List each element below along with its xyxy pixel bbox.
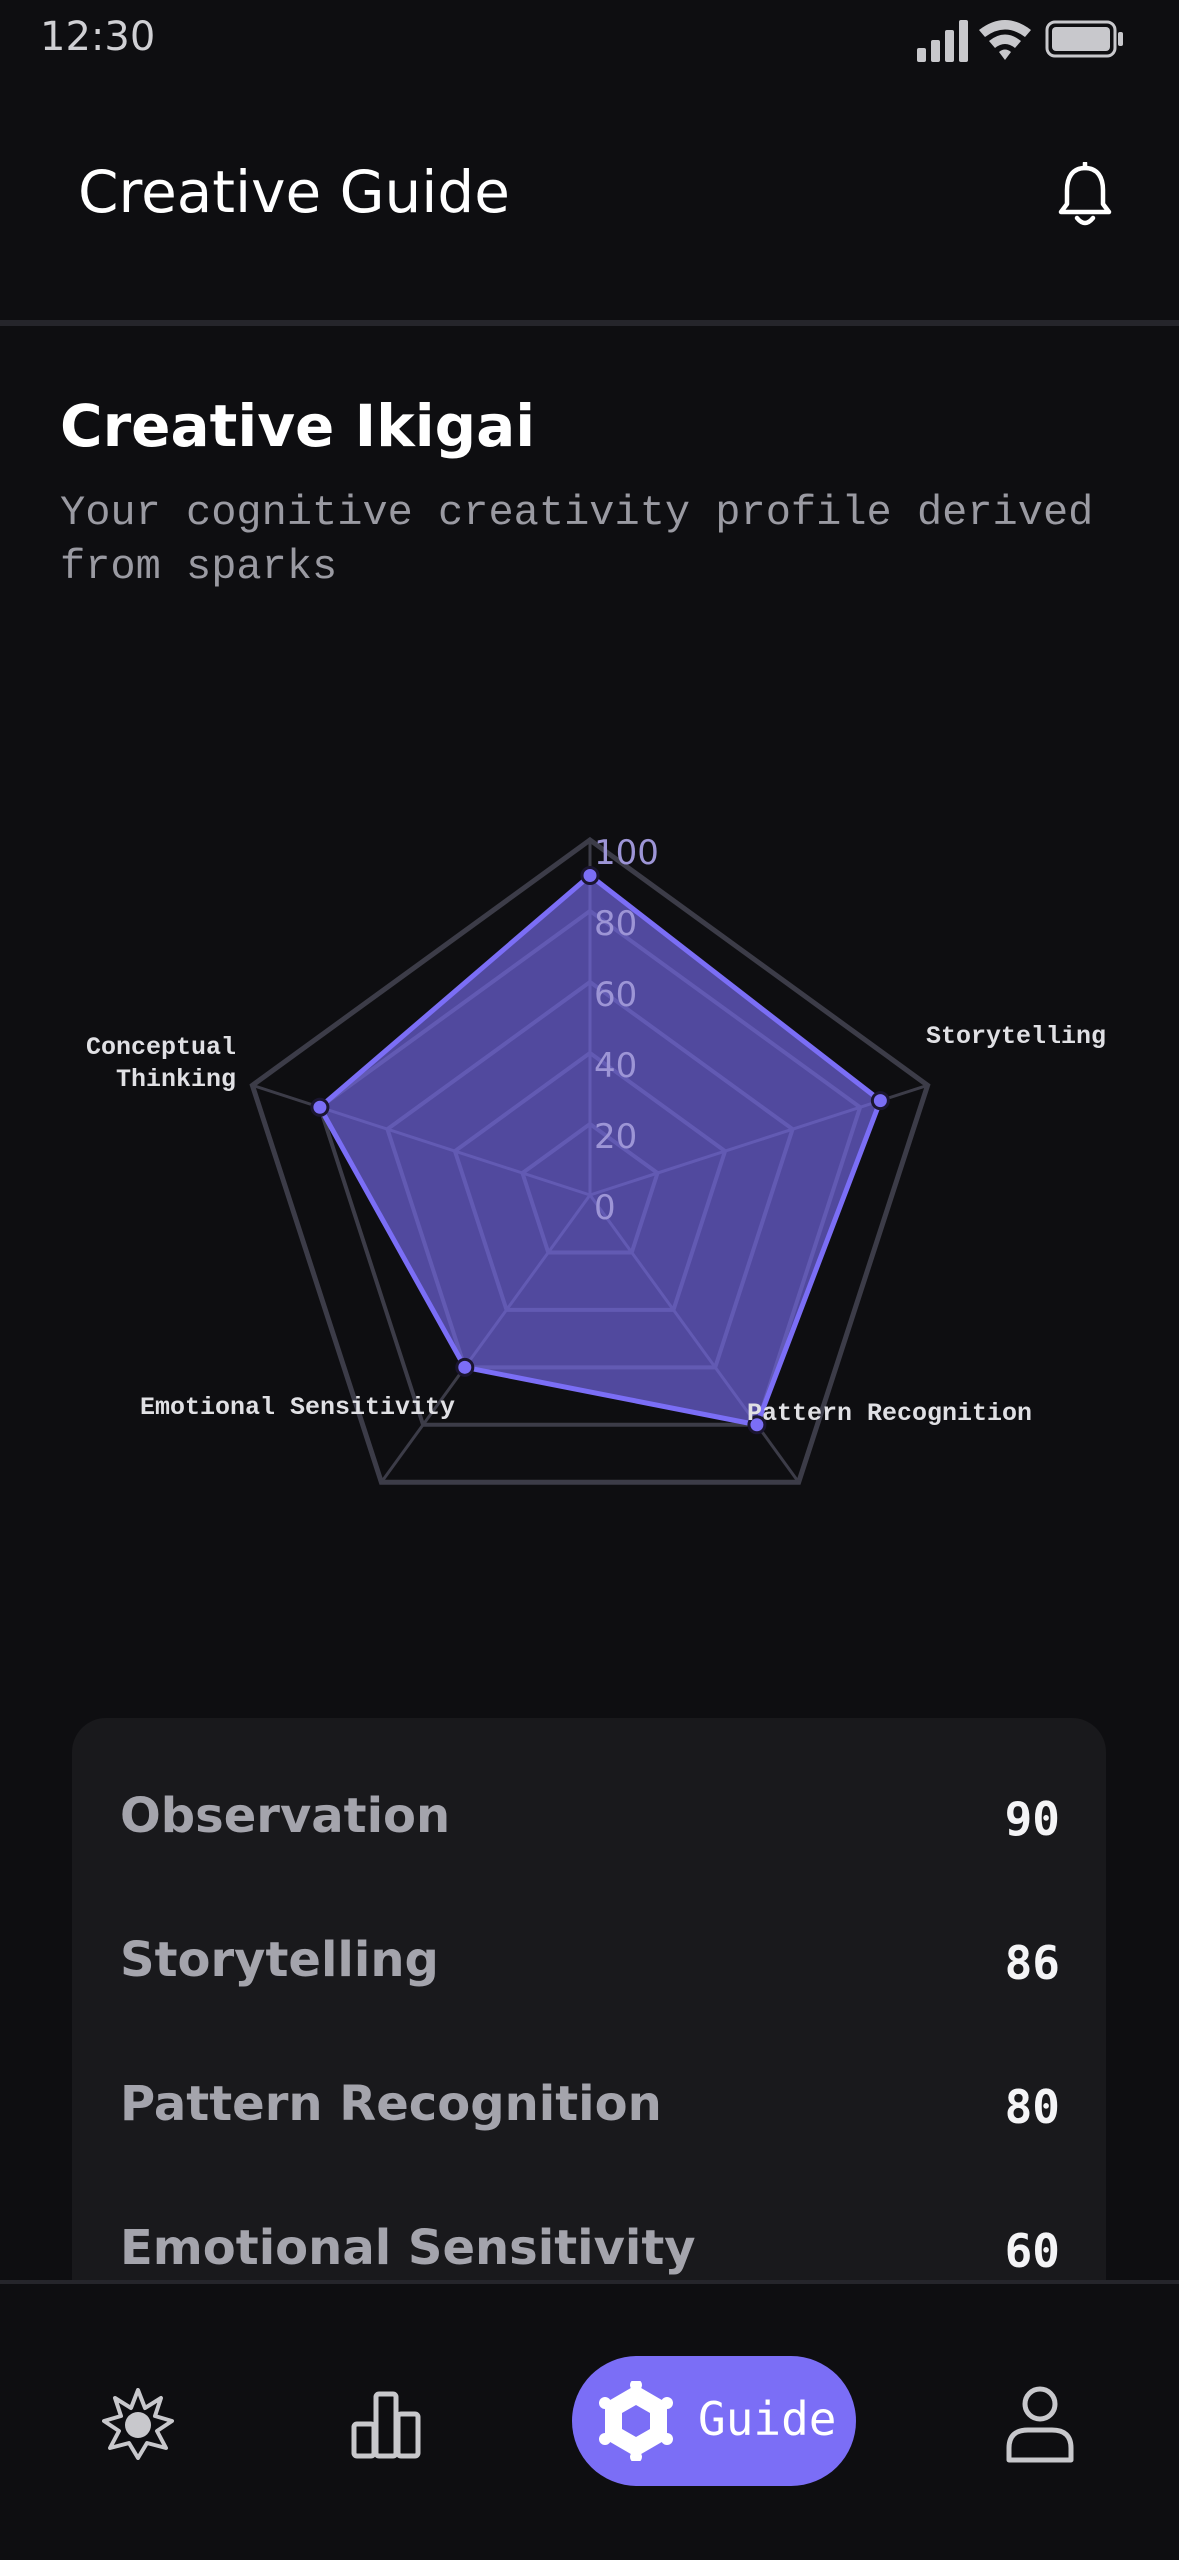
app-header: Creative Guide [0,80,1179,320]
radar-area-layer [310,866,890,1435]
score-name: Observation [120,1788,451,1844]
battery-icon [1045,20,1123,58]
status-bar: 12:30 [0,0,1179,80]
radar-data-point [310,1097,330,1117]
score-row: Observation 90 [120,1788,1060,1868]
radar-axis-label: Pattern Recognition [747,1399,1032,1428]
radar-data-point [580,866,600,885]
radar-tick-label: 80 [594,904,637,944]
bar-chart-icon[interactable] [350,2388,422,2460]
section-subtitle: Your cognitive creativity profile derive… [60,489,1094,591]
radar-ring [249,836,931,1485]
section-title: Creative Ikigai [60,392,536,460]
radar-axis-label: Emotional Sensitivity [140,1393,455,1422]
score-name: Emotional Sensitivity [120,2220,696,2276]
hexagon-icon [599,2381,673,2461]
radar-tick-label: 100 [594,833,659,873]
user-icon[interactable] [1004,2384,1076,2464]
score-name: Storytelling [120,1932,439,1988]
radar-tick-label: 40 [594,1046,637,1086]
radar-tick-label: 60 [594,975,637,1015]
radar-data-point [747,1415,767,1435]
score-value: 80 [1004,2080,1060,2134]
score-value: 90 [1004,1792,1060,1846]
spark-icon[interactable] [102,2388,174,2460]
nav-guide-label: Guide [698,2392,837,2446]
radar-data-area [317,873,883,1428]
header-divider [0,320,1179,326]
score-value: 60 [1004,2224,1060,2278]
nav-guide-button[interactable]: Guide [572,2356,856,2486]
status-time: 12:30 [40,14,156,60]
page-title: Creative Guide [78,158,510,226]
score-name: Pattern Recognition [120,2076,662,2132]
bottom-nav: Guide [0,2280,1179,2560]
radar-data-point [455,1357,475,1377]
radar-data-point [870,1091,890,1111]
radar-chart: 0 20 40 60 80 100 ObservationStorytellingPatt… [86,833,1106,1485]
score-row: Storytelling 86 [120,1932,1060,2012]
radar-axis-label: Conceptual Thinking [86,1033,236,1094]
status-icons [917,20,1123,62]
notification-bell-icon[interactable] [1057,162,1113,228]
score-row: Pattern Recognition 80 [120,2076,1060,2156]
wifi-icon [979,20,1031,60]
score-value: 86 [1004,1936,1060,1990]
radar-tick-labels: 0 20 40 60 80 100 [594,833,659,1228]
radar-axis-labels: ObservationStorytellingPattern Recogniti… [86,1022,1106,1428]
radar-tick-label: 20 [594,1117,637,1157]
radar-tick-label: 0 [594,1188,616,1228]
score-row: Emotional Sensitivity 60 [120,2220,1060,2300]
radar-axis-label: Storytelling [926,1022,1106,1051]
cellular-signal-icon [917,20,968,62]
